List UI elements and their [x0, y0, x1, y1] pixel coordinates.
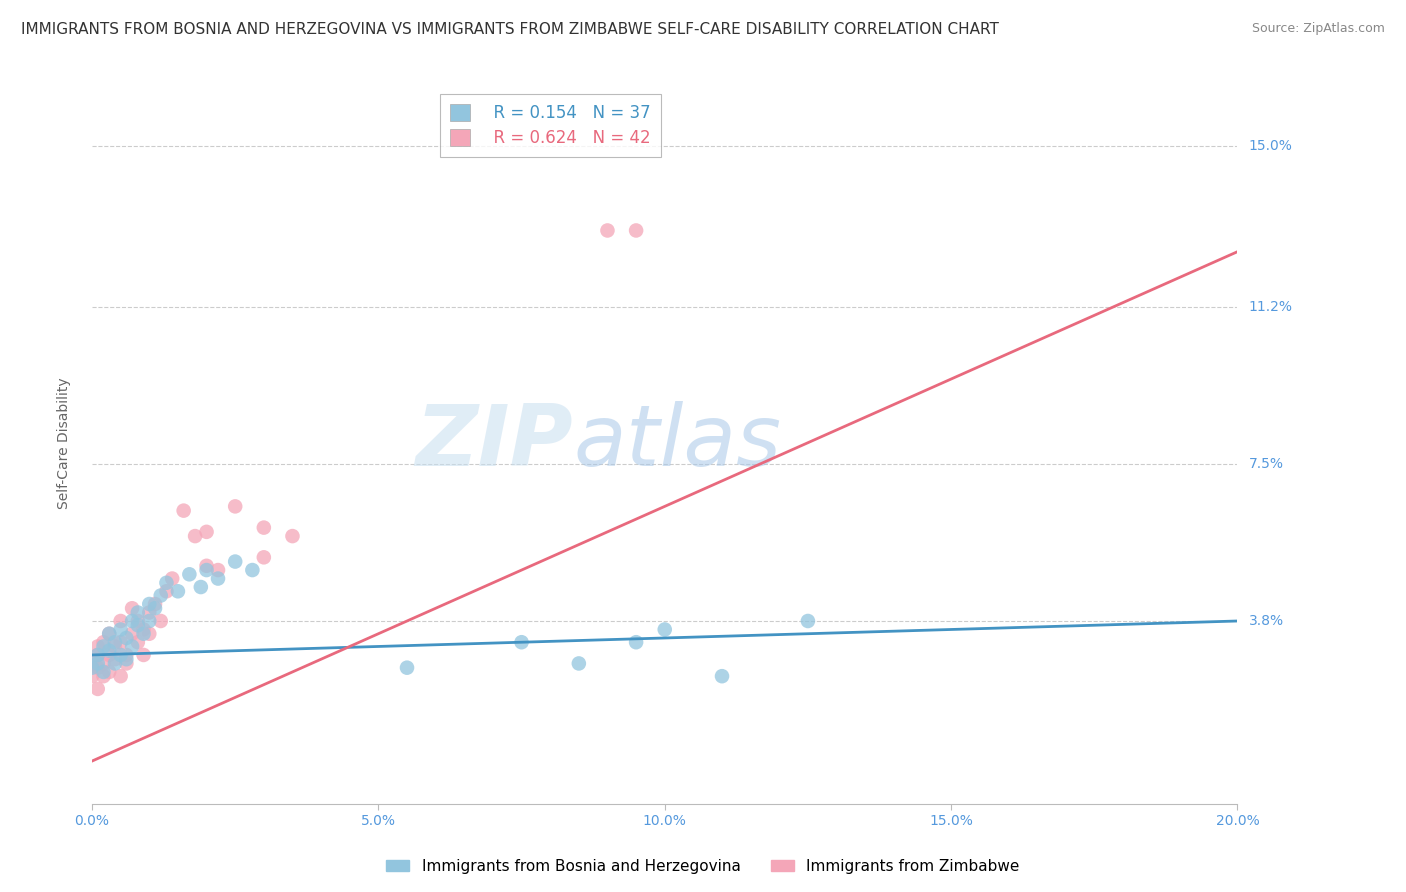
Point: [253, 520, 276, 534]
Point: [143, 597, 166, 611]
Point: [104, 652, 127, 666]
Point: [121, 626, 143, 640]
Point: [155, 575, 177, 590]
Point: [224, 500, 246, 514]
Point: [138, 614, 160, 628]
Point: [138, 597, 160, 611]
Point: [568, 657, 591, 671]
Point: [195, 524, 218, 539]
Point: [104, 635, 127, 649]
Point: [132, 623, 155, 637]
Point: [98, 626, 121, 640]
Point: [127, 635, 149, 649]
Point: [98, 648, 121, 662]
Point: [797, 614, 820, 628]
Point: [711, 669, 734, 683]
Point: [121, 640, 143, 654]
Point: [224, 555, 246, 569]
Point: [110, 669, 132, 683]
Point: [93, 640, 115, 654]
Point: [121, 614, 143, 628]
Point: [98, 665, 121, 679]
Point: [143, 601, 166, 615]
Point: [104, 657, 127, 671]
Point: [98, 643, 121, 657]
Point: [179, 567, 201, 582]
Legend:   R = 0.154   N = 37,   R = 0.624   N = 42: R = 0.154 N = 37, R = 0.624 N = 42: [440, 94, 661, 157]
Point: [93, 669, 115, 683]
Point: [115, 657, 138, 671]
Point: [110, 635, 132, 649]
Point: [110, 648, 132, 662]
Point: [115, 631, 138, 645]
Point: [173, 503, 195, 517]
Point: [93, 665, 115, 679]
Point: [167, 584, 190, 599]
Point: [110, 614, 132, 628]
Point: [281, 529, 304, 543]
Point: [87, 657, 110, 671]
Text: 11.2%: 11.2%: [1249, 300, 1292, 314]
Point: [624, 635, 647, 649]
Point: [596, 223, 619, 237]
Point: [87, 681, 110, 696]
Point: [93, 657, 115, 671]
Point: [80, 657, 103, 671]
Point: [104, 640, 127, 654]
Point: [127, 618, 149, 632]
Point: [93, 635, 115, 649]
Point: [115, 648, 138, 662]
Point: [121, 601, 143, 615]
Point: [115, 652, 138, 666]
Point: [184, 529, 207, 543]
Point: [87, 640, 110, 654]
Point: [624, 223, 647, 237]
Point: [127, 614, 149, 628]
Point: [149, 614, 172, 628]
Point: [98, 626, 121, 640]
Point: [80, 669, 103, 683]
Text: 15.0%: 15.0%: [1249, 138, 1292, 153]
Point: [138, 606, 160, 620]
Text: IMMIGRANTS FROM BOSNIA AND HERZEGOVINA VS IMMIGRANTS FROM ZIMBABWE SELF-CARE DIS: IMMIGRANTS FROM BOSNIA AND HERZEGOVINA V…: [21, 22, 1000, 37]
Text: Source: ZipAtlas.com: Source: ZipAtlas.com: [1251, 22, 1385, 36]
Point: [395, 661, 418, 675]
Legend: Immigrants from Bosnia and Herzegovina, Immigrants from Zimbabwe: Immigrants from Bosnia and Herzegovina, …: [381, 853, 1025, 880]
Text: 7.5%: 7.5%: [1249, 457, 1284, 471]
Point: [149, 589, 172, 603]
Point: [87, 648, 110, 662]
Point: [207, 572, 229, 586]
Point: [110, 623, 132, 637]
Point: [190, 580, 212, 594]
Y-axis label: Self-Care Disability: Self-Care Disability: [58, 377, 72, 508]
Point: [253, 550, 276, 565]
Text: 3.8%: 3.8%: [1249, 614, 1284, 628]
Point: [155, 584, 177, 599]
Point: [510, 635, 533, 649]
Point: [127, 606, 149, 620]
Point: [132, 626, 155, 640]
Point: [132, 648, 155, 662]
Point: [654, 623, 676, 637]
Text: ZIP: ZIP: [416, 401, 574, 484]
Text: atlas: atlas: [574, 401, 782, 484]
Point: [195, 563, 218, 577]
Point: [160, 572, 183, 586]
Point: [195, 558, 218, 573]
Point: [87, 661, 110, 675]
Point: [207, 563, 229, 577]
Point: [87, 648, 110, 662]
Point: [242, 563, 264, 577]
Point: [80, 661, 103, 675]
Point: [138, 626, 160, 640]
